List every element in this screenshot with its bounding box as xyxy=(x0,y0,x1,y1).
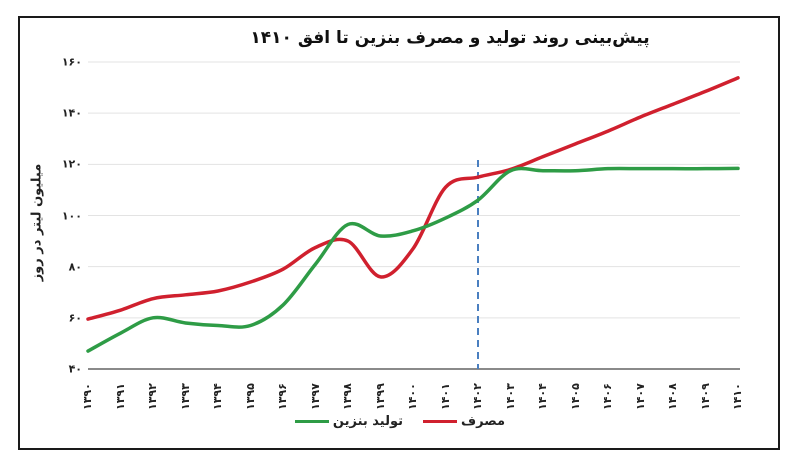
y-tick-label: ۱۴۰ xyxy=(61,106,82,120)
legend-item-production: تولید بنزین xyxy=(294,414,404,429)
legend-label: مصرف xyxy=(461,414,506,429)
y-tick-label: ۸۰ xyxy=(68,260,82,274)
y-tick-label: ۱۶۰ xyxy=(61,55,82,69)
legend: مصرف تولید بنزین xyxy=(0,414,800,429)
y-tick-label: ۱۰۰ xyxy=(61,209,82,222)
chart-title: پیش‌بینی روند تولید و مصرف بنزین تا افق … xyxy=(250,28,650,48)
legend-swatch-green xyxy=(294,420,329,423)
legend-label: تولید بنزین xyxy=(332,414,404,429)
series-production-line xyxy=(86,166,740,353)
y-tick-label: ۱۲۰ xyxy=(61,157,82,171)
gridlines xyxy=(88,61,740,319)
y-tick-label: ۶۰ xyxy=(68,311,82,325)
legend-item-consumption: مصرف xyxy=(423,414,505,429)
series-consumption-line xyxy=(86,76,740,321)
y-tick-label: ۴۰ xyxy=(68,362,82,376)
series-lines xyxy=(86,76,740,353)
legend-swatch-red xyxy=(423,420,458,423)
